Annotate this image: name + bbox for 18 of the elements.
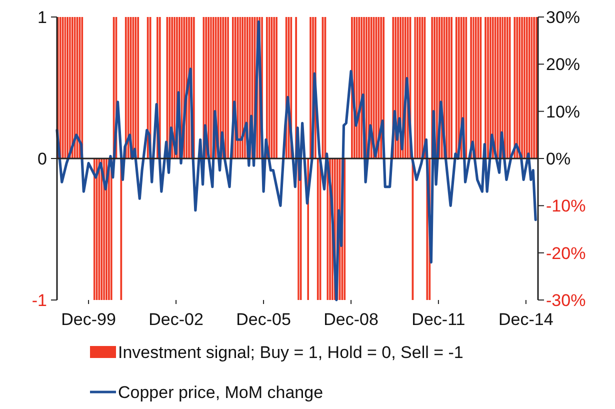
x-tick-label: Dec-02: [148, 310, 204, 329]
y2-tick-label: -20%: [546, 244, 586, 263]
x-tick-label: Dec-14: [498, 310, 554, 329]
y-tick-label: 0: [38, 149, 47, 168]
y2-tick-label: -10%: [546, 196, 586, 216]
y-tick-label: -1: [32, 290, 47, 310]
x-tick-label: Dec-99: [61, 310, 116, 329]
y2-tick-label: 0%: [546, 149, 571, 168]
y2-tick-label: 10%: [546, 102, 580, 122]
y-tick-label: 1: [38, 8, 47, 27]
legend-label: Copper price, MoM change: [118, 382, 324, 402]
y2-tick-label: 20%: [546, 55, 580, 74]
x-tick-label: Dec-05: [236, 310, 291, 329]
x-tick-label: Dec-11: [412, 310, 466, 329]
y2-tick-label: -30%: [546, 290, 586, 310]
legend-label: Investment signal; Buy = 1, Hold = 0, Sell = -1: [118, 342, 464, 362]
y2-tick-label: 30%: [546, 8, 580, 27]
x-tick-label: Dec-08: [324, 310, 378, 329]
